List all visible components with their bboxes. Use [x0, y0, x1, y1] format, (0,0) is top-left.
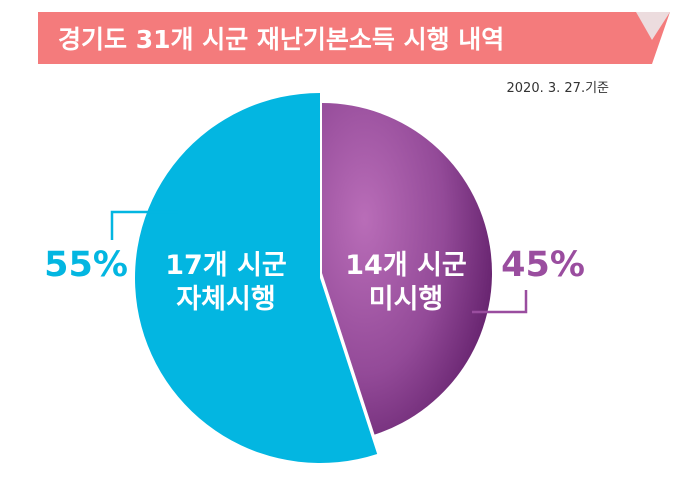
percent-label-not-implemented: 45%: [501, 245, 585, 285]
chart-title: 경기도 31개 시군 재난기본소득 시행 내역: [58, 25, 504, 54]
slice-label-implemented-count: 17개 시군: [165, 250, 287, 281]
leader-line-implemented: [110, 210, 178, 240]
date-note: 2020. 3. 27.기준: [507, 81, 610, 96]
banner-background: [38, 12, 670, 64]
banner-fold: [636, 12, 670, 40]
slice-label-implemented-status: 자체시행: [176, 284, 275, 315]
slice-label-not-implemented-status: 미시행: [369, 284, 444, 315]
percent-label-implemented: 55%: [44, 245, 128, 285]
pie-slice-not-implemented: [322, 103, 492, 435]
leader-line-not-implemented: [472, 290, 528, 314]
pie-slice-implemented: [135, 93, 378, 463]
title-banner: 경기도 31개 시군 재난기본소득 시행 내역: [38, 12, 670, 64]
slice-label-not-implemented-count: 14개 시군: [345, 250, 467, 281]
